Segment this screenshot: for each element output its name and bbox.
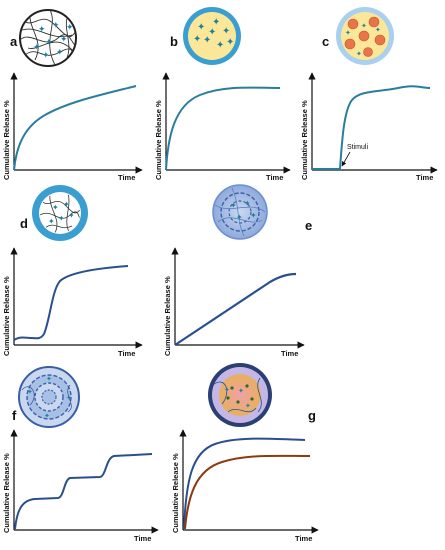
svg-text:✦: ✦ xyxy=(197,22,205,33)
x-axis-title-a: Time xyxy=(118,173,135,182)
release-curve-c xyxy=(312,85,431,170)
svg-text:✦: ✦ xyxy=(345,29,351,37)
svg-text:✦: ✦ xyxy=(52,21,60,31)
svg-text:✦: ✦ xyxy=(38,25,46,35)
svg-text:✦: ✦ xyxy=(56,48,64,58)
svg-text:✦: ✦ xyxy=(250,211,257,220)
capsule-with-nanoparticles-icon: ✦ ✦ ✦ ✦ xyxy=(336,7,394,65)
x-axis-title-g: Time xyxy=(295,534,312,543)
panel-label-a: a xyxy=(10,34,18,49)
svg-text:✦: ✦ xyxy=(226,37,234,48)
x-axis-title-c: Time xyxy=(416,173,433,182)
svg-text:✦: ✦ xyxy=(356,50,362,58)
release-curve-e xyxy=(174,272,297,346)
svg-text:✦: ✦ xyxy=(66,394,72,402)
panel-label-g: g xyxy=(308,408,316,423)
x-axis-title-e: Time xyxy=(281,349,298,358)
svg-text:✦: ✦ xyxy=(44,412,50,420)
svg-text:✦: ✦ xyxy=(230,201,237,210)
panel-g: ✦✦✦ g Cumulative Release % Time xyxy=(171,363,319,543)
multilayer-concentric-icon: ✦ ✦ ✦ ✦ xyxy=(18,366,80,428)
panel-b: ✦ ✦✦ ✦ ✦✦ ✦✦ b Cumulative Release % Time xyxy=(154,7,291,182)
svg-text:✦: ✦ xyxy=(45,38,53,48)
panel-d: ✦ ✦✦ ✦✦ d Cumulative Release % Time xyxy=(2,185,143,358)
svg-text:✦: ✦ xyxy=(63,200,70,209)
svg-text:✦: ✦ xyxy=(238,387,244,395)
svg-text:✦: ✦ xyxy=(236,213,243,222)
y-axis-title-c: Cumulative Release % xyxy=(300,100,309,180)
coated-polymer-matrix-icon: ✦ ✦✦ ✦✦ xyxy=(32,185,88,241)
panel-label-e: e xyxy=(305,218,312,233)
svg-text:✦: ✦ xyxy=(42,51,50,61)
svg-text:✦: ✦ xyxy=(33,43,41,53)
y-axis-title-g: Cumulative Release % xyxy=(171,453,180,533)
svg-text:✦: ✦ xyxy=(68,211,75,220)
svg-text:✦: ✦ xyxy=(203,35,211,46)
panel-label-d: d xyxy=(20,216,28,231)
panel-c: ✦ ✦ ✦ ✦ c Cumulative Release % Time Stimuli xyxy=(300,7,438,182)
x-axis-title-f: Time xyxy=(134,534,151,543)
svg-text:✦: ✦ xyxy=(46,375,52,383)
svg-text:✦: ✦ xyxy=(66,23,74,33)
svg-text:✦: ✦ xyxy=(216,40,224,51)
release-curve-b xyxy=(165,86,281,171)
svg-text:✦: ✦ xyxy=(244,199,251,208)
y-axis-title-b: Cumulative Release % xyxy=(154,100,163,180)
svg-text:✦: ✦ xyxy=(208,27,216,38)
release-curve-d xyxy=(13,265,129,341)
y-axis-title-e: Cumulative Release % xyxy=(163,276,172,356)
svg-text:✦: ✦ xyxy=(52,203,59,212)
panel-label-c: c xyxy=(322,34,329,49)
y-axis-title-f: Cumulative Release % xyxy=(2,453,11,533)
svg-text:✦: ✦ xyxy=(224,386,230,394)
svg-text:✦: ✦ xyxy=(58,214,65,223)
svg-text:✦: ✦ xyxy=(212,17,220,28)
svg-text:✦: ✦ xyxy=(27,388,33,396)
reservoir-capsule-icon: ✦ ✦✦ ✦ ✦✦ ✦✦ xyxy=(183,7,241,65)
release-curve-g-fast xyxy=(183,437,306,530)
svg-text:✦: ✦ xyxy=(48,217,55,226)
release-curve-a xyxy=(13,85,137,171)
panel-label-f: f xyxy=(12,408,17,423)
x-axis-title-d: Time xyxy=(118,349,135,358)
svg-text:✦: ✦ xyxy=(375,26,381,34)
stimuli-label: Stimuli xyxy=(347,144,368,151)
svg-text:✦: ✦ xyxy=(60,35,68,45)
y-axis-title-a: Cumulative Release % xyxy=(2,100,11,180)
panel-a: ✦ ✦✦ ✦✦ ✦ ✦✦ a Cumulative Release % Time xyxy=(2,9,143,182)
release-curve-g-slow xyxy=(184,454,311,530)
x-axis-title-b: Time xyxy=(266,173,283,182)
panel-e: ✦ ✦✦ ✦ e Cumulative Release % Time xyxy=(163,184,312,358)
panel-label-b: b xyxy=(170,34,178,49)
svg-text:✦: ✦ xyxy=(245,402,251,410)
layered-sphere-icon: ✦ ✦✦ ✦ xyxy=(212,184,268,240)
polymer-matrix-sphere-icon: ✦ ✦✦ ✦✦ ✦ ✦✦ xyxy=(19,9,77,67)
y-axis-title-d: Cumulative Release % xyxy=(2,276,11,356)
composite-sphere-icon: ✦✦✦ xyxy=(208,363,272,427)
panel-f: ✦ ✦ ✦ ✦ f Cumulative Release % Time xyxy=(2,366,159,543)
release-curve-f xyxy=(14,453,153,530)
svg-text:✦: ✦ xyxy=(193,34,201,45)
svg-text:✦: ✦ xyxy=(222,26,230,37)
svg-text:✦: ✦ xyxy=(361,22,367,30)
stimuli-pointer xyxy=(341,151,351,167)
